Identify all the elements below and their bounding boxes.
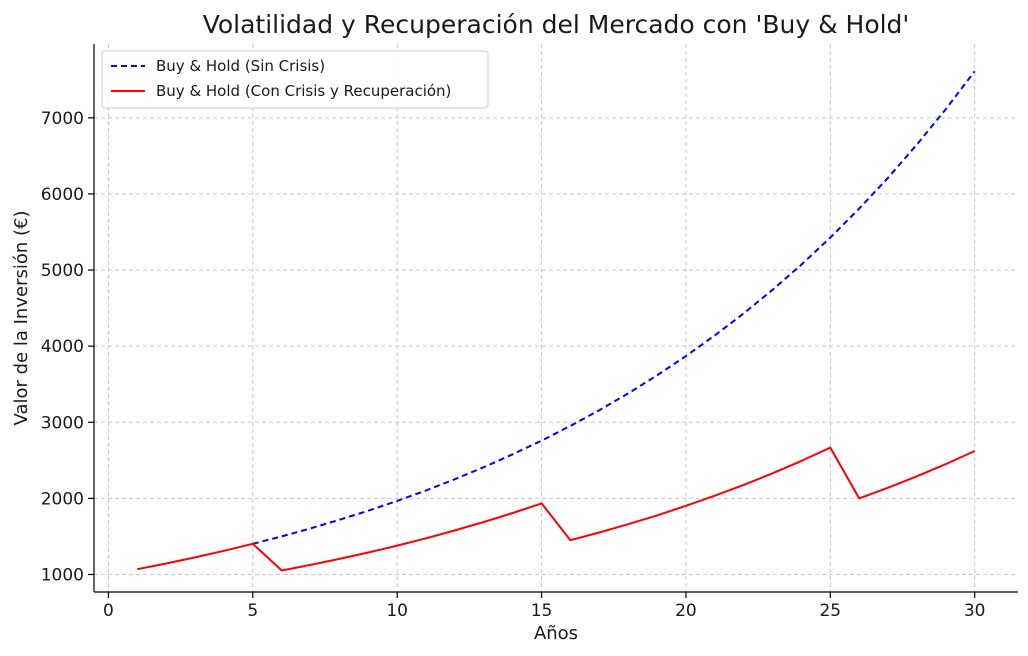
y-axis-label: Valor de la Inversión (€) <box>11 211 32 426</box>
y-tick-label: 4000 <box>41 337 84 357</box>
legend-label-con-crisis: Buy & Hold (Con Crisis y Recuperación) <box>156 82 451 100</box>
x-axis-label: Años <box>534 623 578 644</box>
y-tick-label: 7000 <box>41 109 84 129</box>
series-line-0 <box>252 70 976 545</box>
y-tick-label: 1000 <box>41 565 84 585</box>
legend: Buy & Hold (Sin Crisis) Buy & Hold (Con … <box>101 50 489 109</box>
x-tick-label: 0 <box>103 601 114 621</box>
y-tick-label: 2000 <box>41 489 84 509</box>
series-line-1 <box>137 446 976 572</box>
axes: 0 5 10 15 20 25 30 1000 2000 3000 4000 5000 6000 7000 <box>41 44 1018 621</box>
y-tick-label: 5000 <box>41 261 84 281</box>
series-layer <box>137 70 976 572</box>
chart-title: Volatilidad y Recuperación del Mercado c… <box>203 10 910 39</box>
x-tick-label: 30 <box>964 601 986 621</box>
legend-label-sin-crisis: Buy & Hold (Sin Crisis) <box>156 57 325 75</box>
y-tick-label: 3000 <box>41 413 84 433</box>
grid <box>94 44 1018 592</box>
x-tick-label: 5 <box>247 601 258 621</box>
y-tick-label: 6000 <box>41 185 84 205</box>
legend-box <box>101 50 489 109</box>
x-tick-label: 15 <box>531 601 553 621</box>
x-tick-label: 10 <box>386 601 408 621</box>
x-tick-label: 20 <box>675 601 697 621</box>
x-tick-label: 25 <box>819 601 841 621</box>
